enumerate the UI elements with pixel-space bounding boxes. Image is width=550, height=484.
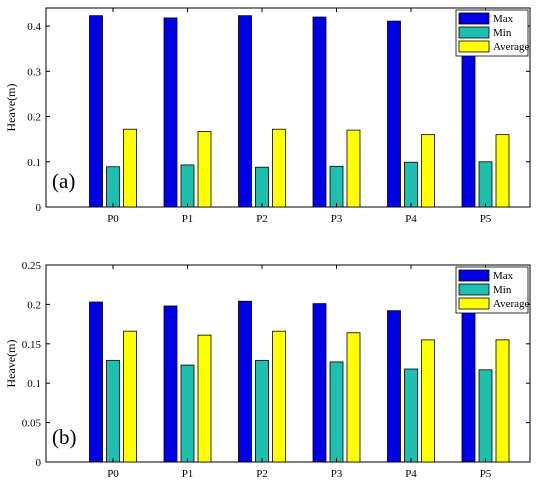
legend-label-min: Min xyxy=(493,284,512,296)
x-tick-label: P4 xyxy=(405,468,417,480)
bar-max-p5 xyxy=(461,310,476,463)
legend-swatch-max xyxy=(458,269,490,282)
x-tick-label: P1 xyxy=(182,213,194,225)
bar-average-p2 xyxy=(272,330,286,463)
y-tick-label: 0.15 xyxy=(22,339,42,351)
x-tick-label: P0 xyxy=(107,213,119,225)
bar-average-p0 xyxy=(123,128,137,208)
y-tick-label: 0.25 xyxy=(22,260,42,272)
bar-max-p4 xyxy=(387,20,401,208)
y-tick-label: 0.1 xyxy=(27,157,41,169)
bar-average-p4 xyxy=(421,339,435,463)
bar-max-p2 xyxy=(238,300,252,463)
legend-label-average: Average xyxy=(493,298,530,310)
x-tick-label: P3 xyxy=(331,468,343,480)
x-tick-label: P5 xyxy=(480,468,492,480)
bar-max-p0 xyxy=(89,15,103,208)
bar-min-p0 xyxy=(106,166,120,208)
x-tick-label: P4 xyxy=(405,213,417,225)
y-tick-label: 0.2 xyxy=(27,299,41,311)
bar-average-p3 xyxy=(346,332,361,463)
bar-average-p0 xyxy=(123,330,137,463)
legend-swatch-max xyxy=(458,12,490,25)
bar-min-p3 xyxy=(329,361,344,463)
bar-min-p4 xyxy=(404,368,418,463)
bar-min-p0 xyxy=(106,359,120,463)
legend: Max Min Average xyxy=(455,266,530,314)
legend-label-max: Max xyxy=(493,270,514,282)
plot-area-frame xyxy=(45,264,531,463)
legend: Max Min Average xyxy=(455,9,530,57)
bar-average-p4 xyxy=(421,134,435,208)
bar-max-p0 xyxy=(89,301,103,463)
x-tick-label: P1 xyxy=(182,468,194,480)
bar-min-p2 xyxy=(255,166,269,208)
bar-min-p1 xyxy=(180,364,195,463)
legend-swatch-average xyxy=(458,40,490,53)
x-tick-label: P3 xyxy=(331,213,343,225)
plot-area-frame xyxy=(45,7,531,208)
legend-label-max: Max xyxy=(493,13,514,25)
bar-min-p1 xyxy=(180,164,195,208)
y-tick-label: 0.1 xyxy=(27,378,41,390)
bar-max-p3 xyxy=(312,16,327,208)
bar-min-p3 xyxy=(329,165,344,208)
y-axis-label: Heave(m) xyxy=(4,84,18,132)
bar-average-p5 xyxy=(495,339,510,463)
legend-label-min: Min xyxy=(493,27,512,39)
bar-average-p1 xyxy=(197,131,212,208)
x-tick-label: P5 xyxy=(480,213,492,225)
x-tick-label: P2 xyxy=(256,213,268,225)
bar-min-p2 xyxy=(255,359,269,463)
bar-max-p1 xyxy=(163,305,178,463)
y-axis-label: Heave(m) xyxy=(4,340,18,388)
bar-average-p5 xyxy=(495,134,510,208)
bar-min-p5 xyxy=(478,161,493,208)
panel-label: (a) xyxy=(52,169,75,193)
y-tick-label: 0 xyxy=(36,202,42,214)
chart-panel-b: 0 0.05 0.1 0.15 0.2 0.25 Heave(m) P0 P1 P2 P3 P4 P5 (… xyxy=(4,260,531,480)
bar-average-p2 xyxy=(272,128,286,208)
bar-average-p1 xyxy=(197,334,212,463)
legend-swatch-min xyxy=(458,26,490,39)
bar-max-p4 xyxy=(387,310,401,463)
y-tick-label: 0.3 xyxy=(27,66,41,78)
legend-label-average: Average xyxy=(493,41,530,53)
bar-average-p3 xyxy=(346,129,361,208)
bar-min-p5 xyxy=(478,369,493,463)
legend-swatch-average xyxy=(458,297,490,310)
y-tick-label: 0.05 xyxy=(22,418,42,430)
x-tick-label: P2 xyxy=(256,468,268,480)
bar-max-p2 xyxy=(238,15,252,208)
panel-label: (b) xyxy=(52,425,77,449)
y-tick-label: 0 xyxy=(36,457,42,469)
bar-max-p3 xyxy=(312,303,327,463)
y-tick-label: 0.4 xyxy=(27,21,41,33)
y-tick-label: 0.2 xyxy=(27,112,41,124)
bar-max-p1 xyxy=(163,17,178,208)
x-tick-label: P0 xyxy=(107,468,119,480)
bar-min-p4 xyxy=(404,161,418,208)
legend-swatch-min xyxy=(458,283,490,296)
